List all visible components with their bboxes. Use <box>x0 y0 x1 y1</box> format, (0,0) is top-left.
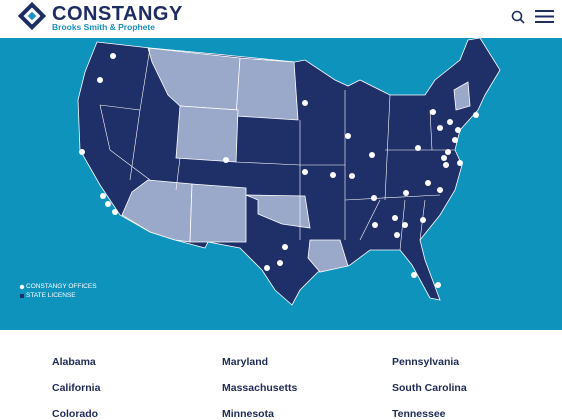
state-link[interactable]: Alabama <box>52 356 96 368</box>
legend-square <box>20 294 24 298</box>
state-link[interactable]: Massachusetts <box>222 382 298 394</box>
brand-name[interactable]: CONSTANGY <box>52 3 183 25</box>
legend-label: STATE LICENSE <box>26 292 76 299</box>
office-markers <box>79 53 479 288</box>
state-link[interactable]: South Carolina <box>392 382 467 394</box>
brand-tagline: Brooks Smith & Prophete <box>52 22 155 32</box>
map-section: CONSTANGY OFFICES STATE LICENSE <box>0 37 562 330</box>
header: CONSTANGY Brooks Smith & Prophete <box>0 0 562 38</box>
legend-label: CONSTANGY OFFICES <box>26 283 97 290</box>
state-link[interactable]: Colorado <box>52 408 99 420</box>
state-link[interactable]: Pennsylvania <box>392 356 460 368</box>
header-icons <box>17 1 554 31</box>
state-link[interactable]: California <box>52 382 101 394</box>
us-map <box>19 37 501 306</box>
search-icon[interactable] <box>511 10 525 24</box>
state-link[interactable]: Minnesota <box>222 408 274 420</box>
state-list: Alabama California Colorado Maryland Mas… <box>0 330 562 420</box>
legend-dot <box>19 284 25 290</box>
menu-button[interactable] <box>535 10 554 23</box>
logo-mark[interactable] <box>17 1 47 31</box>
unlicensed-states <box>121 47 471 273</box>
state-link[interactable]: Maryland <box>222 356 269 368</box>
state-link[interactable]: Tennessee <box>392 408 446 420</box>
